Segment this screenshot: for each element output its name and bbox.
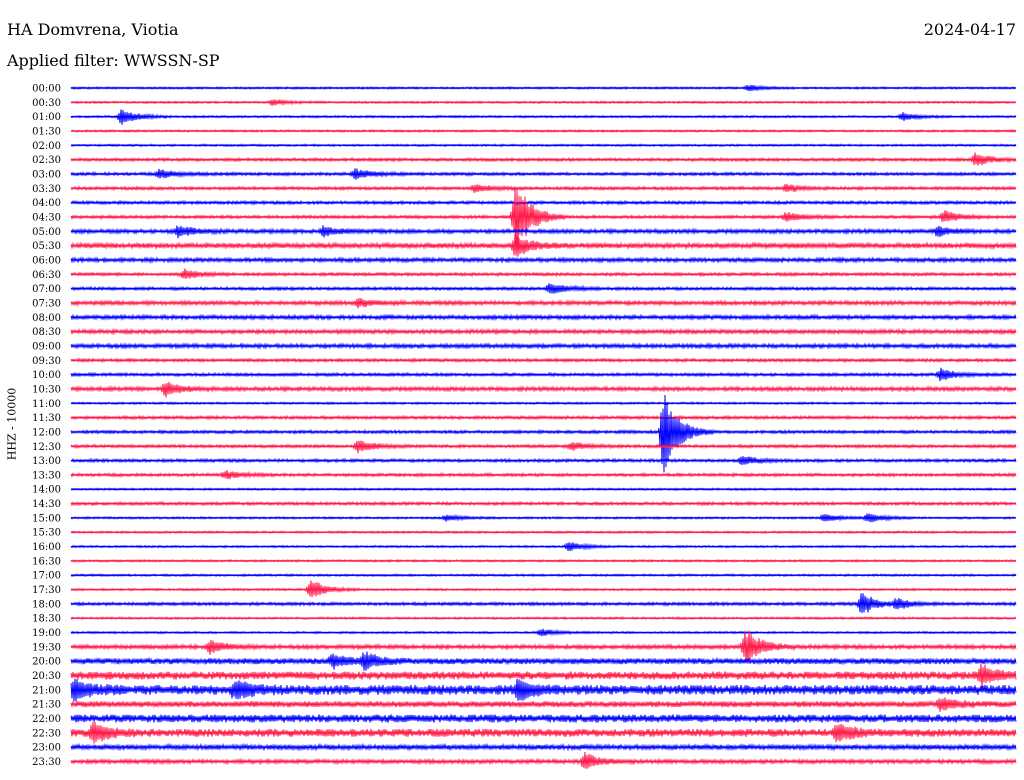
trace-line [70, 440, 1017, 454]
trace-line [70, 751, 1017, 769]
time-label: 16:30 [32, 556, 61, 567]
time-label: 03:30 [32, 184, 61, 195]
time-label: 09:00 [32, 341, 61, 352]
time-label: 19:30 [32, 642, 61, 653]
time-label: 08:30 [32, 327, 61, 338]
time-label: 04:30 [32, 212, 61, 223]
time-label: 00:00 [32, 84, 61, 95]
date-label: 2024-04-17 [923, 20, 1016, 39]
time-label: 15:30 [32, 528, 61, 539]
time-label: 17:00 [32, 571, 61, 582]
time-label: 04:00 [32, 198, 61, 209]
time-label: 16:00 [32, 542, 61, 553]
time-label: 11:00 [32, 399, 61, 410]
time-label: 22:00 [32, 714, 61, 725]
time-label: 10:30 [32, 384, 61, 395]
trace-line [70, 593, 1017, 614]
time-label: 08:00 [32, 313, 61, 324]
time-label: 12:00 [32, 427, 61, 438]
time-label: 01:30 [32, 126, 61, 137]
time-label: 21:30 [32, 700, 61, 711]
time-label: 00:30 [32, 98, 61, 109]
time-label: 05:00 [32, 227, 61, 238]
time-label: 07:30 [32, 298, 61, 309]
time-label: 11:30 [32, 413, 61, 424]
time-label: 13:00 [32, 456, 61, 467]
time-label: 17:30 [32, 585, 61, 596]
trace-line [70, 381, 1017, 398]
time-label: 19:00 [32, 628, 61, 639]
time-label: 15:00 [32, 513, 61, 524]
trace-line [70, 580, 1017, 598]
time-label: 18:30 [32, 614, 61, 625]
time-label: 02:30 [32, 155, 61, 166]
time-label: 13:30 [32, 470, 61, 481]
time-label: 10:00 [32, 370, 61, 381]
time-label: 02:00 [32, 141, 61, 152]
time-label: 23:00 [32, 743, 61, 754]
time-label: 01:00 [32, 112, 61, 123]
station-title: HA Domvrena, Viotia [7, 20, 179, 39]
time-label: 23:30 [32, 757, 61, 768]
time-label: 07:00 [32, 284, 61, 295]
time-label: 09:30 [32, 356, 61, 367]
time-label: 06:00 [32, 255, 61, 266]
time-label: 14:00 [32, 485, 61, 496]
time-label: 14:30 [32, 499, 61, 510]
time-label: 03:00 [32, 169, 61, 180]
time-label: 12:30 [32, 442, 61, 453]
time-label: 05:30 [32, 241, 61, 252]
time-label: 20:00 [32, 657, 61, 668]
trace-line [70, 268, 1017, 279]
time-label: 18:00 [32, 599, 61, 610]
time-label: 22:30 [32, 728, 61, 739]
filter-label: Applied filter: WWSSN-SP [7, 51, 220, 70]
time-label: 20:30 [32, 671, 61, 682]
time-label: 06:30 [32, 270, 61, 281]
time-label: 21:00 [32, 685, 61, 696]
